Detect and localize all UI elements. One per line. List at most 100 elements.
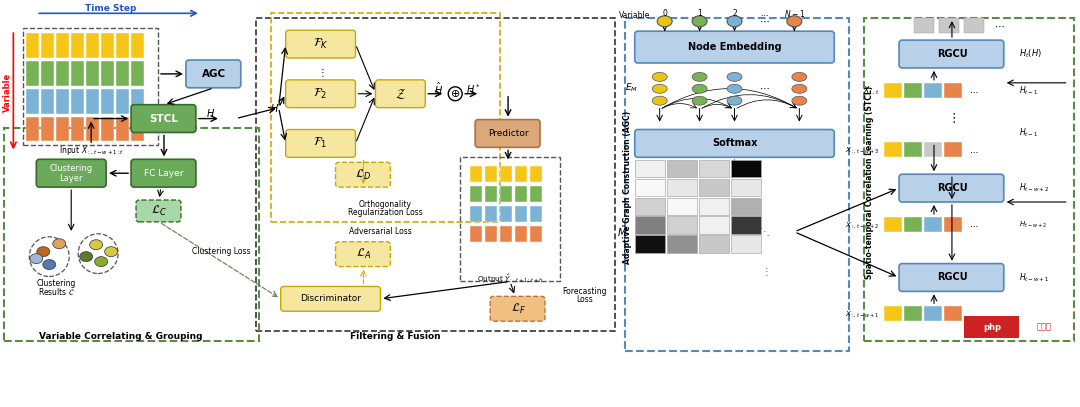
Bar [635,160,665,177]
Ellipse shape [692,84,707,93]
Bar [904,142,922,158]
FancyBboxPatch shape [336,242,390,267]
Text: $N-1$: $N-1$ [784,8,805,19]
Ellipse shape [792,72,807,81]
Bar [730,179,761,196]
Bar [944,306,962,321]
FancyBboxPatch shape [899,174,1003,202]
Text: Clustering
Layer: Clustering Layer [50,164,93,183]
Bar [625,18,849,351]
FancyBboxPatch shape [490,296,545,321]
Ellipse shape [727,84,742,93]
Bar [699,179,729,196]
Text: 中文网: 中文网 [1036,323,1051,332]
Text: $\cdots$: $\cdots$ [759,16,770,26]
Text: 2: 2 [732,9,737,18]
Ellipse shape [692,16,707,27]
Text: $X_{:,t-w+3}$: $X_{:,t-w+3}$ [846,145,879,155]
Text: Clustering Loss: Clustering Loss [191,247,251,256]
Bar [730,160,761,177]
Text: Output $\hat{Y}_{:,t+1:t+h}$: Output $\hat{Y}_{:,t+1:t+h}$ [477,272,543,284]
Text: Discriminator: Discriminator [300,294,361,303]
Ellipse shape [792,84,807,93]
Text: $\mathcal{L}_F$: $\mathcal{L}_F$ [511,302,526,316]
Bar [41,61,54,86]
Bar [515,186,527,202]
Bar [699,197,729,215]
Bar [530,166,542,182]
Text: $\cdots$: $\cdots$ [994,21,1004,31]
Text: $\cdots$: $\cdots$ [969,220,978,230]
Bar [116,89,129,114]
Text: Orthogonality: Orthogonality [359,201,411,210]
Bar [71,116,84,141]
Ellipse shape [80,252,93,262]
Text: $\mathcal{L}_A$: $\mathcal{L}_A$ [355,247,372,261]
Bar [530,186,542,202]
Bar [102,116,114,141]
Bar [56,89,69,114]
Bar [666,217,697,234]
FancyBboxPatch shape [186,60,241,88]
Bar [26,116,39,141]
FancyBboxPatch shape [37,159,106,187]
Bar [485,226,497,242]
Ellipse shape [43,260,56,269]
Text: $H_t(H)$: $H_t(H)$ [1018,48,1042,60]
Text: Variable: Variable [3,73,12,112]
Bar [102,61,114,86]
Bar [131,61,144,86]
Text: FC Layer: FC Layer [145,169,184,178]
Bar [885,306,902,321]
Text: $\mathcal{F}_1$: $\mathcal{F}_1$ [313,136,327,151]
Bar [666,197,697,215]
Text: RGCU: RGCU [936,49,968,59]
Bar [41,89,54,114]
Ellipse shape [692,72,707,81]
FancyBboxPatch shape [899,40,1003,68]
Circle shape [448,87,462,101]
Bar [666,235,697,253]
Bar [131,116,144,141]
Text: $H_{t-w+1}$: $H_{t-w+1}$ [1018,271,1049,284]
Text: $X_{:,t-w+2}$: $X_{:,t-w+2}$ [846,220,879,230]
Text: Node Embedding: Node Embedding [688,42,781,52]
Ellipse shape [658,16,672,27]
Bar [116,116,129,141]
Bar [116,61,129,86]
Bar [924,83,942,98]
Text: $\cdots$: $\cdots$ [760,9,769,18]
Bar [730,217,761,234]
Bar [116,33,129,58]
Text: $E_M$: $E_M$ [625,81,638,94]
Bar [26,61,39,86]
Text: $H_{t-w+2}$: $H_{t-w+2}$ [1018,182,1049,195]
Text: $X_{:,t-w+1}$: $X_{:,t-w+1}$ [846,309,879,319]
Text: $H_{t-1}$: $H_{t-1}$ [1018,126,1038,139]
Text: Input $X_{:,t-w+1:t}$: Input $X_{:,t-w+1:t}$ [58,144,124,157]
Bar [635,179,665,196]
FancyBboxPatch shape [281,287,380,311]
Bar [41,116,54,141]
Bar [904,83,922,98]
Text: Filtering & Fusion: Filtering & Fusion [350,332,441,341]
Ellipse shape [727,96,742,105]
Bar [24,28,158,145]
Bar [666,179,697,196]
Bar [944,83,962,98]
Text: Time Step: Time Step [85,4,137,13]
Text: AGC: AGC [202,69,226,79]
Bar [864,18,1074,341]
Ellipse shape [652,96,667,105]
Text: $\vdots$: $\vdots$ [947,111,957,125]
Bar [924,142,942,158]
Bar [485,186,497,202]
FancyBboxPatch shape [635,129,834,158]
Bar [699,217,729,234]
Bar [86,33,99,58]
Ellipse shape [30,254,43,264]
Text: $\cdots$: $\cdots$ [969,86,978,95]
Bar [904,306,922,321]
Bar [944,142,962,158]
Bar [730,235,761,253]
